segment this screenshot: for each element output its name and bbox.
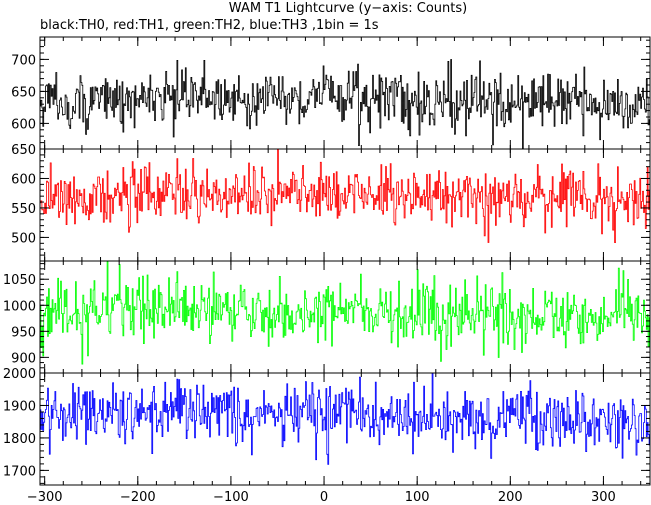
y-tick-label: 1000 <box>3 299 36 314</box>
panel-th0: 600 650 700 <box>11 36 651 150</box>
x-tick-label: −300 <box>27 490 63 505</box>
y-tick-label: 650 <box>11 143 36 158</box>
series-th2-line <box>40 261 650 365</box>
x-tick-label: −200 <box>120 490 156 505</box>
chart-subtitle: black:TH0, red:TH1, green:TH2, blue:TH3 … <box>40 18 379 33</box>
panel-th3: 1700 1800 1900 2000 <box>3 367 651 486</box>
x-tick-label: 200 <box>498 490 523 505</box>
x-tick-label: 0 <box>320 490 328 505</box>
y-tick-label: 950 <box>11 325 36 340</box>
y-tick-label: 2000 <box>3 367 36 382</box>
x-tick-label: −100 <box>213 490 249 505</box>
panel-frame <box>39 372 651 486</box>
y-tick-label: 900 <box>11 351 36 366</box>
panels: 6006507005005506006509009501000105017001… <box>3 36 651 505</box>
y-tick-label: 700 <box>11 53 36 68</box>
y-tick-label: 1900 <box>3 399 36 414</box>
y-tick-label: 600 <box>11 117 36 132</box>
y-tick-label: 500 <box>11 231 36 246</box>
series-th1-line <box>40 149 650 243</box>
x-tick-label: 300 <box>591 490 616 505</box>
series-th0-line <box>40 59 650 149</box>
y-tick-label: 1800 <box>3 432 36 447</box>
x-tick-label: 100 <box>405 490 430 505</box>
panel-th1: 500 550 600 650 <box>11 143 651 262</box>
panel-th2: 900 950 1000 1050 <box>3 260 651 374</box>
panel-frame <box>39 148 651 262</box>
chart-title: WAM T1 Lightcurve (y−axis: Counts) <box>229 1 467 16</box>
y-tick-label: 600 <box>11 172 36 187</box>
y-tick-label: 650 <box>11 85 36 100</box>
panel-frame <box>39 260 651 374</box>
y-tick-label: 1700 <box>3 464 36 479</box>
y-tick-label: 1050 <box>3 273 36 288</box>
series-th3-line <box>40 373 650 465</box>
y-tick-label: 550 <box>11 202 36 217</box>
